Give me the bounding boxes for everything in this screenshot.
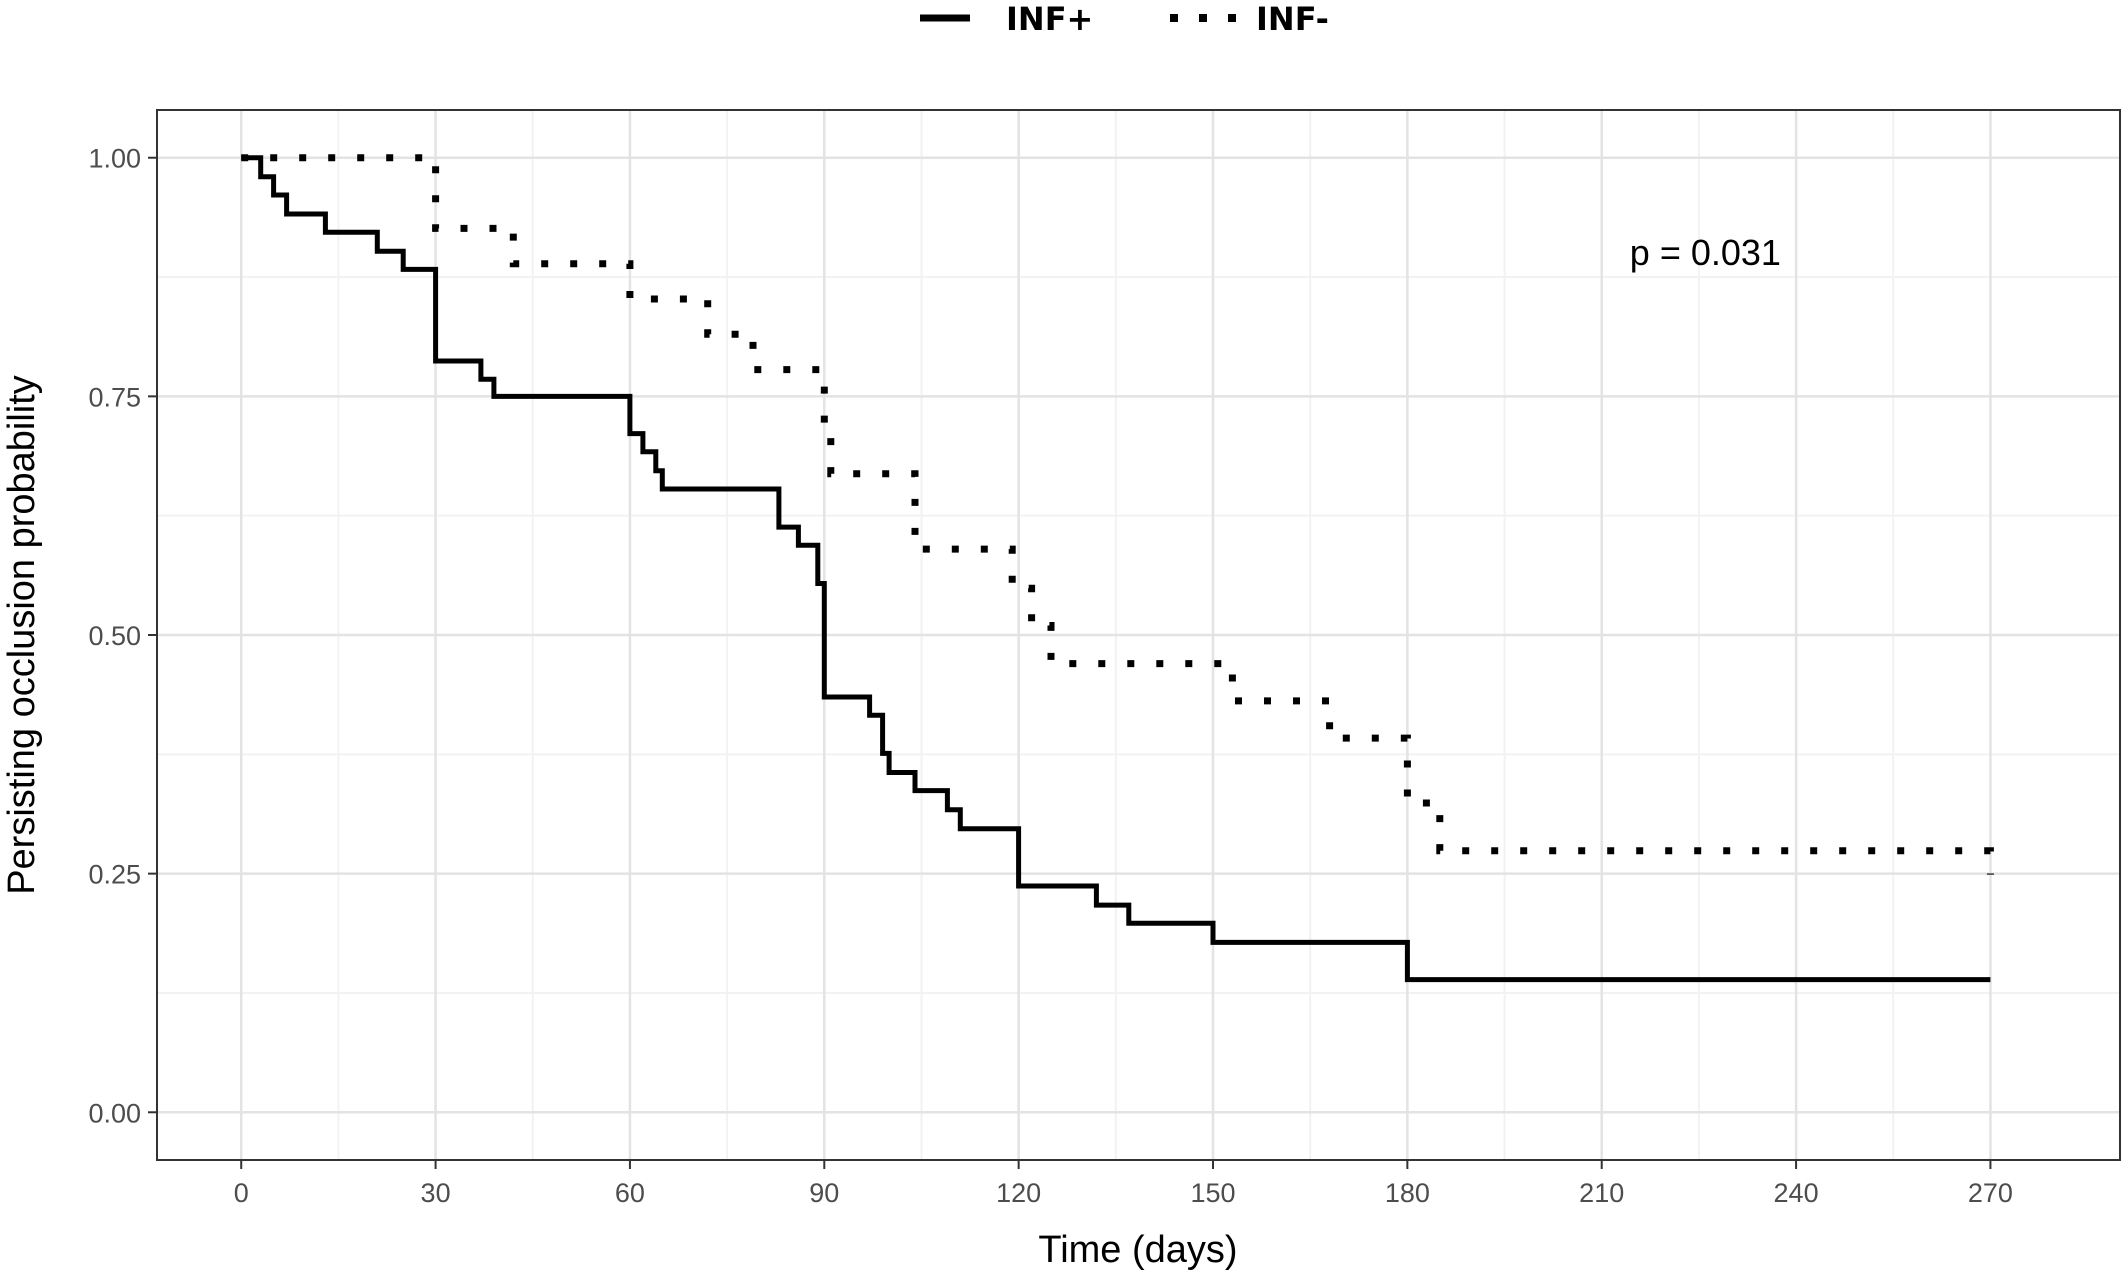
y-tick-label: 1.00 bbox=[88, 144, 141, 174]
y-tick-label: 0.00 bbox=[88, 1098, 141, 1128]
x-tick-label: 210 bbox=[1579, 1178, 1624, 1208]
x-tick-label: 270 bbox=[1968, 1178, 2013, 1208]
y-axis-title: Persisting occlusion probability bbox=[1, 375, 43, 895]
x-tick-label: 30 bbox=[421, 1178, 451, 1208]
legend: INF+ INF- bbox=[920, 0, 1329, 38]
gridlines bbox=[157, 110, 2120, 1160]
y-tick-label: 0.50 bbox=[88, 621, 141, 651]
p-value-annotation: p = 0.031 bbox=[1630, 232, 1781, 273]
series-line-inf-plus bbox=[241, 155, 1991, 983]
y-tick-label: 0.25 bbox=[88, 860, 141, 890]
legend-label-inf-plus: INF+ bbox=[1006, 0, 1093, 38]
series-lines bbox=[241, 154, 1994, 983]
x-tick-label: 120 bbox=[996, 1178, 1041, 1208]
x-tick-label: 60 bbox=[615, 1178, 645, 1208]
x-tick-label: 0 bbox=[234, 1178, 249, 1208]
x-tick-label: 240 bbox=[1774, 1178, 1819, 1208]
x-tick-label: 150 bbox=[1190, 1178, 1235, 1208]
x-tick-label: 180 bbox=[1385, 1178, 1430, 1208]
y-tick-label: 0.75 bbox=[88, 382, 141, 412]
legend-label-inf-minus: INF- bbox=[1256, 0, 1329, 38]
y-axis: 0.00 0.25 0.50 0.75 1.00 bbox=[88, 144, 157, 1128]
x-axis: 0 30 60 90 120 150 180 210 240 270 bbox=[234, 1160, 2013, 1208]
x-axis-title: Time (days) bbox=[1038, 1229, 1237, 1271]
x-tick-label: 90 bbox=[809, 1178, 839, 1208]
